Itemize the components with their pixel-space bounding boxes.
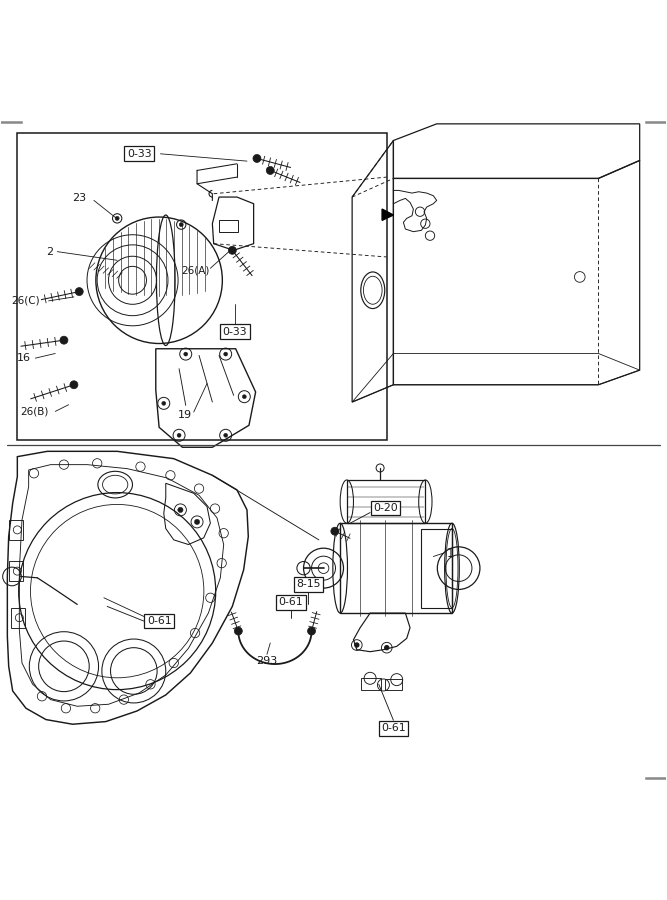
Circle shape xyxy=(307,627,315,635)
Circle shape xyxy=(162,401,166,405)
Bar xyxy=(340,523,452,613)
Text: 19: 19 xyxy=(178,410,192,420)
Circle shape xyxy=(194,519,199,525)
Circle shape xyxy=(266,166,274,175)
Bar xyxy=(17,132,387,440)
Bar xyxy=(347,480,426,523)
Text: 23: 23 xyxy=(72,194,86,203)
Text: 0-20: 0-20 xyxy=(373,503,398,513)
Bar xyxy=(219,220,237,232)
Circle shape xyxy=(177,433,181,437)
Text: 8-15: 8-15 xyxy=(296,580,320,590)
Circle shape xyxy=(355,643,359,647)
Text: 26(B): 26(B) xyxy=(20,407,48,417)
Circle shape xyxy=(70,381,78,389)
Bar xyxy=(9,520,23,540)
Text: 0-61: 0-61 xyxy=(381,724,406,733)
Text: 0-61: 0-61 xyxy=(147,616,171,626)
Circle shape xyxy=(177,508,183,513)
Circle shape xyxy=(179,222,183,227)
Circle shape xyxy=(60,337,68,344)
Bar xyxy=(386,679,402,689)
Circle shape xyxy=(75,288,83,295)
Text: 293: 293 xyxy=(256,656,277,666)
Circle shape xyxy=(223,433,227,437)
Bar xyxy=(362,678,382,689)
Bar xyxy=(421,528,452,608)
Text: 0-33: 0-33 xyxy=(223,327,247,337)
Circle shape xyxy=(331,527,339,536)
Text: 2: 2 xyxy=(46,247,53,256)
Text: 16: 16 xyxy=(17,353,31,363)
Circle shape xyxy=(385,645,389,650)
Bar xyxy=(9,562,23,581)
Circle shape xyxy=(242,395,246,399)
Polygon shape xyxy=(382,209,394,220)
Text: 0-61: 0-61 xyxy=(279,598,303,608)
Circle shape xyxy=(223,352,227,356)
Circle shape xyxy=(228,247,236,255)
Text: 26(A): 26(A) xyxy=(181,266,209,275)
Bar xyxy=(11,608,25,627)
Text: 0-33: 0-33 xyxy=(127,148,151,158)
Circle shape xyxy=(253,155,261,163)
Circle shape xyxy=(115,216,119,220)
Text: 1: 1 xyxy=(446,546,454,560)
Circle shape xyxy=(234,627,242,635)
Circle shape xyxy=(183,352,187,356)
Text: 26(C): 26(C) xyxy=(12,296,40,306)
